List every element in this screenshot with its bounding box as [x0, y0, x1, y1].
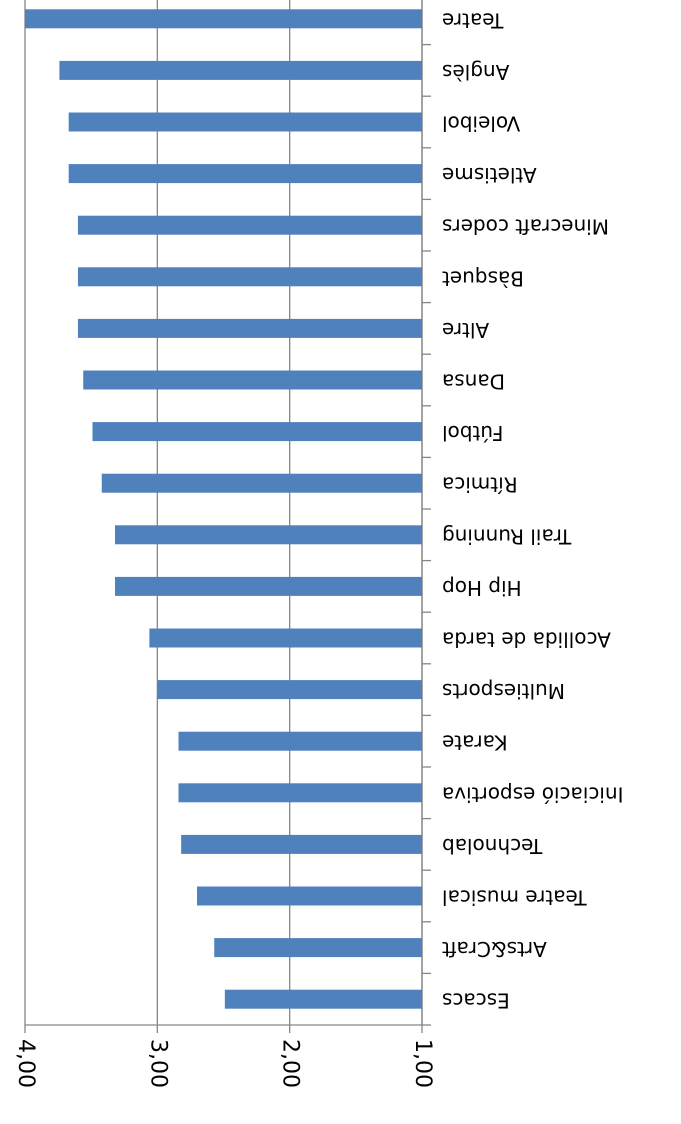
y-tick-label: Rítmica: [442, 473, 518, 497]
x-tick-label: 2,00: [278, 1039, 303, 1088]
y-tick-label: Hip Hop: [442, 576, 522, 600]
bar: [77, 215, 422, 235]
bar: [181, 834, 422, 854]
y-tick-label: Teatre musical: [442, 886, 588, 910]
bar: [178, 731, 422, 751]
y-tick-label: Bàsquet: [442, 266, 524, 290]
x-tick-label: 4,00: [13, 1039, 38, 1088]
bar: [224, 989, 422, 1009]
y-tick-label: Altre: [442, 318, 489, 342]
y-tick-label: Atletisme: [442, 163, 537, 187]
bar: [68, 164, 422, 184]
y-tick-label: Fútbol: [442, 421, 503, 445]
y-tick-label: Technolab: [442, 834, 543, 858]
bar: [83, 370, 422, 390]
bar: [149, 628, 422, 648]
bar: [59, 60, 422, 80]
bar: [197, 886, 422, 906]
y-tick-label: Arts&Craft: [442, 937, 547, 961]
bar: [25, 9, 422, 29]
y-tick-label: Escacs: [442, 989, 510, 1013]
x-tick-label: 3,00: [145, 1039, 170, 1088]
bar: [214, 938, 422, 958]
x-tick-label: 1,00: [410, 1039, 435, 1088]
bar: [68, 112, 422, 132]
bar: [92, 422, 422, 442]
bar: [77, 318, 422, 338]
rotated-chart: 1,00 2,00 3,00 4,00 Escacs Arts&Craft Teatre m…: [13, 0, 623, 1088]
bar: [178, 783, 422, 803]
y-tick-label: Iniciació esportiva: [442, 782, 623, 806]
bar: [157, 680, 422, 700]
bar: [114, 576, 422, 596]
bar: [77, 267, 422, 287]
y-tick-label: Trail Running: [442, 524, 572, 548]
bar: [114, 525, 422, 545]
y-tick-label: Dansa: [442, 370, 505, 394]
y-tick-label: Voleibol: [442, 112, 520, 136]
y-tick-label: Multiesports: [442, 679, 565, 703]
y-tick-label: Karate: [442, 731, 508, 755]
y-tick-label: Anglès: [442, 60, 509, 84]
y-tick-label: Minecraft coders: [442, 215, 609, 239]
y-tick-label: Acollida de tarda: [442, 628, 611, 652]
bar: [101, 473, 422, 493]
y-tick-label: Teatre: [442, 8, 504, 32]
